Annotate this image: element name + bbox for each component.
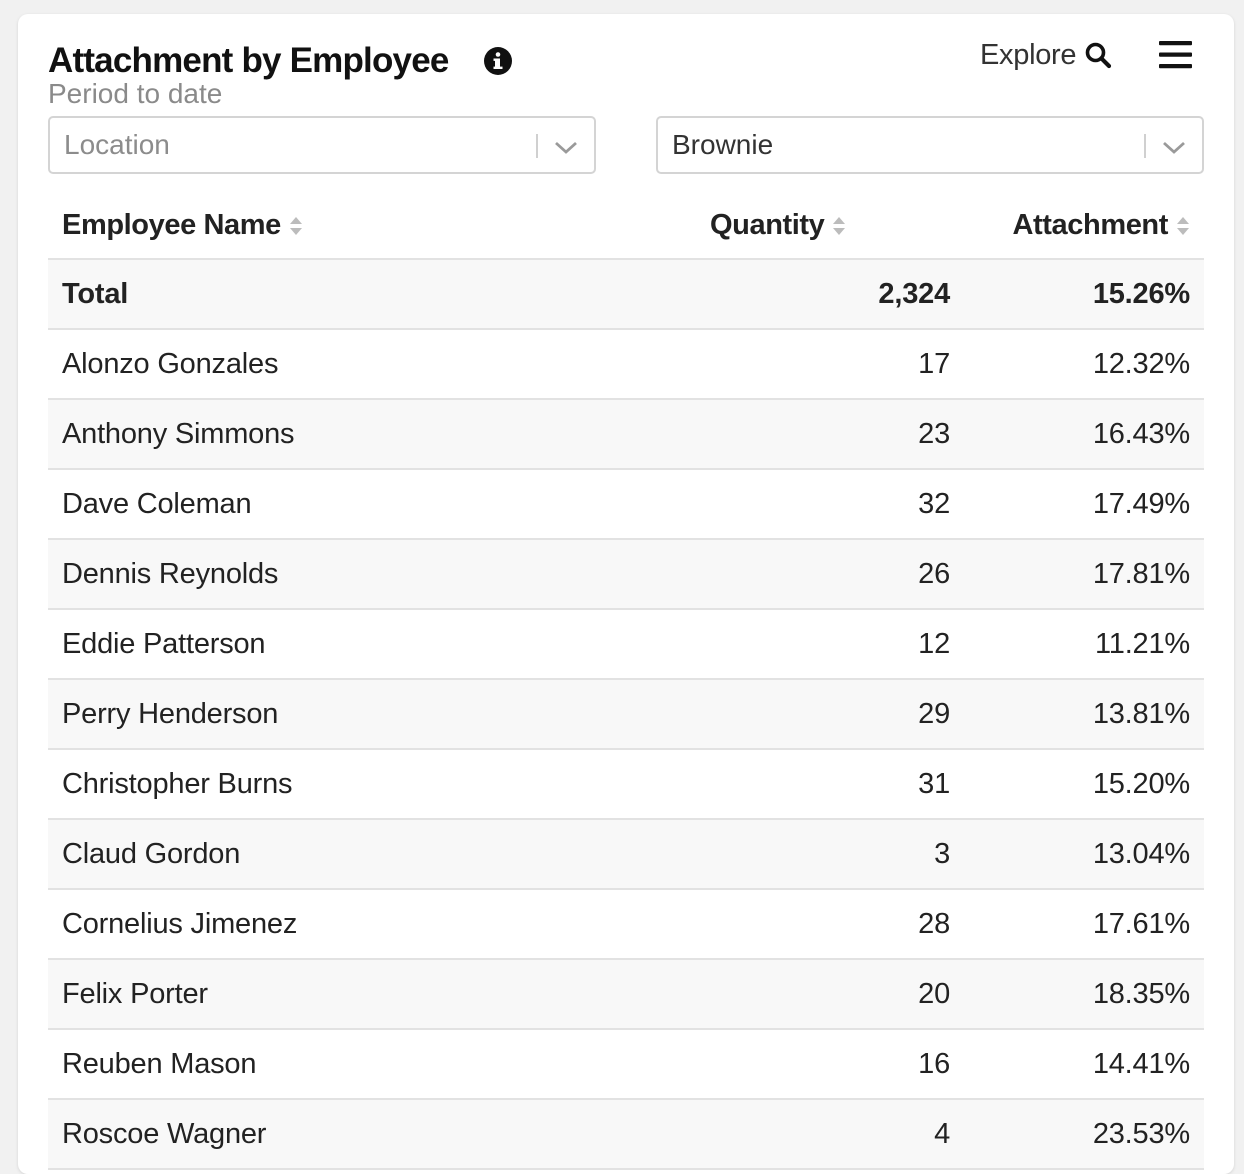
table-row[interactable]: Alonzo Gonzales 17 12.32%	[48, 329, 1204, 400]
quantity-cell: 31	[636, 749, 964, 820]
location-select[interactable]: Location	[48, 116, 596, 174]
table-row[interactable]: Dave Coleman 32 17.49%	[48, 469, 1204, 540]
attachment-cell: 13.81%	[964, 679, 1204, 750]
table-row[interactable]: Dennis Reynolds 26 17.81%	[48, 539, 1204, 610]
column-header-quantity[interactable]: Quantity	[636, 192, 964, 260]
chevron-down-icon	[1160, 133, 1188, 161]
quantity-cell: 12	[636, 609, 964, 680]
employee-name-cell: Perry Henderson	[48, 679, 636, 750]
employee-name-cell: Roscoe Wagner	[48, 1099, 636, 1170]
attachment-cell: 12.32%	[964, 329, 1204, 400]
item-select[interactable]: Brownie	[656, 116, 1204, 174]
item-select-value: Brownie	[672, 129, 774, 160]
select-separator	[536, 134, 538, 158]
attachment-cell: 11.21%	[964, 609, 1204, 680]
employee-name-cell: Felix Porter	[48, 959, 636, 1030]
quantity-cell: 23	[636, 399, 964, 470]
employee-name-cell: Cornelius Jimenez	[48, 889, 636, 960]
card-subtitle: Period to date	[48, 78, 223, 109]
table-row[interactable]: Claud Gordon 3 13.04%	[48, 819, 1204, 890]
employee-name-cell: Eddie Patterson	[48, 609, 636, 680]
employee-name-cell: Claud Gordon	[48, 819, 636, 890]
sort-icon[interactable]	[289, 213, 303, 237]
quantity-cell: 4	[636, 1099, 964, 1170]
column-header-employee-name[interactable]: Employee Name	[48, 192, 636, 260]
table-row[interactable]: Roscoe Wagner 4 23.53%	[48, 1099, 1204, 1170]
attachment-cell: 15.20%	[964, 749, 1204, 820]
quantity-cell: 17	[636, 329, 964, 400]
quantity-cell: 26	[636, 539, 964, 610]
employee-name-cell: Alonzo Gonzales	[48, 329, 636, 400]
explore-label: Explore	[980, 38, 1077, 71]
attachment-cell: 17.61%	[964, 889, 1204, 960]
attachment-cell: 17.49%	[964, 469, 1204, 540]
attachment-cell: 18.35%	[964, 959, 1204, 1030]
total-quantity: 2,324	[636, 259, 964, 330]
hamburger-menu-icon[interactable]	[1158, 38, 1194, 72]
card-title: Attachment by Employee	[48, 41, 449, 80]
quantity-cell: 29	[636, 679, 964, 750]
select-separator	[1144, 134, 1146, 158]
total-attachment: 15.26%	[964, 259, 1204, 330]
attachment-by-employee-card: Attachment by Employee Period to date Ex…	[18, 14, 1234, 1174]
attachment-cell: 23.53%	[964, 1099, 1204, 1170]
sort-icon[interactable]	[832, 213, 846, 237]
search-icon	[1084, 41, 1112, 69]
table-total-row: Total 2,324 15.26%	[48, 259, 1204, 330]
table-row[interactable]: Eddie Patterson 12 11.21%	[48, 609, 1204, 680]
table-body: Total 2,324 15.26% Alonzo Gonzales 17 12.3…	[48, 259, 1204, 1170]
table-row[interactable]: Christopher Burns 31 15.20%	[48, 749, 1204, 820]
employee-name-cell: Christopher Burns	[48, 749, 636, 820]
sort-icon[interactable]	[1176, 213, 1190, 237]
quantity-cell: 28	[636, 889, 964, 960]
employee-attachment-table: Employee Name Quantity Attachment Total …	[48, 192, 1204, 1170]
attachment-cell: 17.81%	[964, 539, 1204, 610]
table-row[interactable]: Anthony Simmons 23 16.43%	[48, 399, 1204, 470]
total-label: Total	[48, 259, 636, 330]
employee-name-cell: Dennis Reynolds	[48, 539, 636, 610]
quantity-cell: 3	[636, 819, 964, 890]
card-header: Attachment by Employee	[48, 28, 513, 94]
table-row[interactable]: Felix Porter 20 18.35%	[48, 959, 1204, 1030]
column-header-attachment[interactable]: Attachment	[964, 192, 1204, 260]
employee-name-cell: Dave Coleman	[48, 469, 636, 540]
attachment-cell: 14.41%	[964, 1029, 1204, 1100]
table-row[interactable]: Reuben Mason 16 14.41%	[48, 1029, 1204, 1100]
attachment-cell: 16.43%	[964, 399, 1204, 470]
info-icon[interactable]	[483, 46, 513, 76]
explore-button[interactable]: Explore	[980, 36, 1112, 74]
chevron-down-icon	[552, 133, 580, 161]
attachment-cell: 13.04%	[964, 819, 1204, 890]
table-row[interactable]: Cornelius Jimenez 28 17.61%	[48, 889, 1204, 960]
table-row[interactable]: Perry Henderson 29 13.81%	[48, 679, 1204, 750]
quantity-cell: 20	[636, 959, 964, 1030]
quantity-cell: 32	[636, 469, 964, 540]
employee-name-cell: Reuben Mason	[48, 1029, 636, 1100]
location-select-placeholder: Location	[64, 129, 170, 160]
employee-name-cell: Anthony Simmons	[48, 399, 636, 470]
table-header-row: Employee Name Quantity Attachment	[48, 192, 1204, 260]
quantity-cell: 16	[636, 1029, 964, 1100]
